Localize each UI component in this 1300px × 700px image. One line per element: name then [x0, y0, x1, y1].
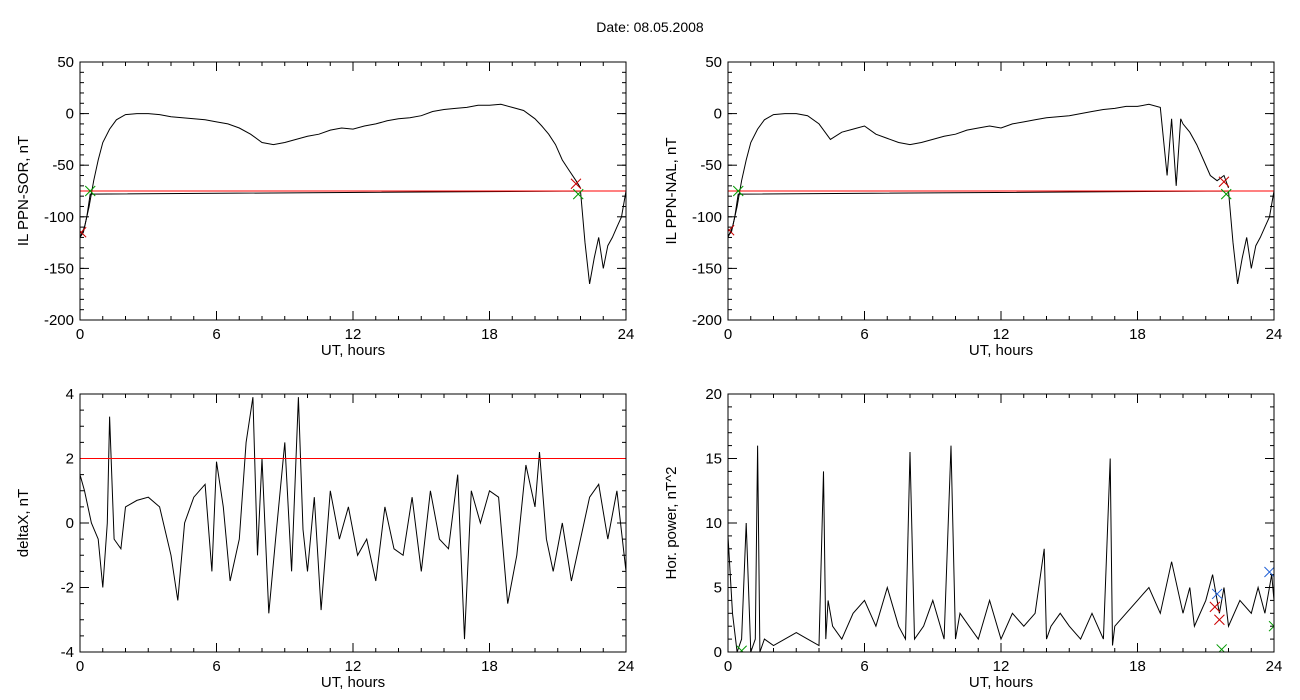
highlight-series-line	[80, 190, 626, 284]
main-series-line	[80, 103, 581, 238]
x-marker	[1264, 566, 1274, 578]
x-marker	[1214, 614, 1225, 626]
x-tick-label: 0	[724, 326, 732, 343]
x-tick-label: 24	[1266, 326, 1283, 343]
main-series-line	[728, 445, 1274, 652]
plot-frame	[727, 393, 1275, 653]
x-marker	[1218, 176, 1230, 188]
x-axis-label: UT, hours	[969, 674, 1033, 691]
y-tick-label: 5	[714, 580, 722, 597]
y-tick-label: 2	[66, 451, 74, 468]
x-tick-label: 12	[345, 658, 362, 675]
x-tick-label: 0	[76, 658, 84, 675]
x-marker	[572, 188, 584, 200]
y-tick-label: 15	[705, 451, 722, 468]
y-tick-label: 20	[705, 386, 722, 403]
x-tick-label: 24	[1266, 658, 1283, 675]
x-tick-label: 18	[481, 326, 498, 343]
plot-frame	[79, 393, 627, 653]
panel-il-nal: 0 6 12 18 24 -200 -150 -100 -50 0 50 UT, hours IL PP…	[663, 54, 1282, 359]
y-tick-label: 10	[705, 515, 722, 532]
y-tick-label: -2	[61, 580, 74, 597]
x-tick-label: 6	[860, 326, 868, 343]
plot-frame	[79, 61, 627, 321]
plot-area	[80, 397, 626, 640]
y-axis-label: deltaX, nT	[15, 489, 32, 557]
x-tick-label: 18	[1129, 326, 1146, 343]
x-tick-label: 24	[618, 658, 635, 675]
x-tick-label: 24	[618, 326, 635, 343]
y-tick-label: -50	[52, 157, 74, 174]
y-tick-label: -100	[44, 209, 74, 226]
x-marker	[570, 178, 582, 190]
x-tick-label: 6	[212, 658, 220, 675]
x-tick-label: 6	[860, 658, 868, 675]
y-tick-label: 0	[66, 106, 74, 123]
x-marker	[732, 185, 744, 197]
x-tick-label: 0	[76, 326, 84, 343]
highlight-series-line	[728, 190, 1274, 284]
x-marker	[80, 226, 87, 238]
y-tick-label: 50	[57, 54, 74, 71]
x-tick-label: 0	[724, 658, 732, 675]
y-tick-label: 0	[66, 515, 74, 532]
x-marker	[1220, 188, 1232, 200]
y-tick-label: 4	[66, 386, 74, 403]
y-tick-label: 0	[714, 106, 722, 123]
date-title: Date: 08.05.2008	[596, 19, 704, 35]
y-axis-label: IL PPN-NAL, nT	[663, 138, 680, 245]
y-tick-label: -200	[44, 312, 74, 329]
x-tick-label: 12	[993, 658, 1010, 675]
y-tick-label: -4	[61, 644, 74, 661]
x-axis-label: UT, hours	[969, 342, 1033, 359]
x-marker	[1209, 601, 1221, 613]
y-tick-label: -200	[692, 312, 722, 329]
x-marker	[728, 224, 735, 236]
x-axis-label: UT, hours	[321, 342, 385, 359]
x-marker	[84, 185, 96, 197]
x-tick-label: 18	[1129, 658, 1146, 675]
x-marker	[1211, 588, 1223, 600]
plot-frame	[727, 61, 1275, 321]
y-axis-label: Hor. power, nT^2	[663, 467, 680, 580]
y-tick-label: 50	[705, 54, 722, 71]
x-marker	[1268, 620, 1274, 632]
x-tick-label: 6	[212, 326, 220, 343]
x-tick-label: 18	[481, 658, 498, 675]
y-tick-label: -150	[692, 260, 722, 277]
y-tick-label: -50	[700, 157, 722, 174]
panel-il-sor: 0 6 12 18 24 -200 -150 -100 -50 0 50 UT, hours IL PP…	[15, 54, 634, 359]
x-axis-label: UT, hours	[321, 674, 385, 691]
y-axis-label: IL PPN-SOR, nT	[15, 136, 32, 246]
main-series-line	[80, 397, 626, 640]
plot-area	[80, 103, 626, 284]
plot-area	[728, 445, 1274, 652]
x-tick-label: 12	[345, 326, 362, 343]
y-tick-label: -100	[692, 209, 722, 226]
y-tick-label: 0	[714, 644, 722, 661]
y-tick-label: -150	[44, 260, 74, 277]
x-marker	[1216, 644, 1228, 652]
x-tick-label: 12	[993, 326, 1010, 343]
main-series-line	[728, 103, 1229, 238]
plot-area	[728, 103, 1274, 284]
panel-hor-power: 0 6 12 18 24 0 5 10 15 20 UT, hours Hor. power, nT^…	[663, 386, 1282, 691]
x-marker	[736, 645, 748, 652]
